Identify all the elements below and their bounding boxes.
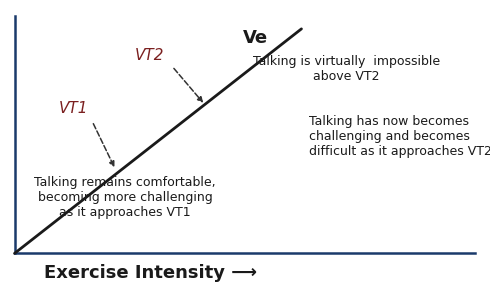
Text: VT2: VT2 [134, 48, 164, 63]
Text: Ve: Ve [243, 29, 268, 47]
Text: Talking has now becomes
challenging and becomes
difficult as it approaches VT2: Talking has now becomes challenging and … [309, 115, 490, 158]
Text: Talking remains comfortable,
becoming more challenging
as it approaches VT1: Talking remains comfortable, becoming mo… [34, 176, 216, 219]
Text: Talking is virtually  impossible
above VT2: Talking is virtually impossible above VT… [252, 55, 440, 83]
Text: Exercise Intensity ⟶: Exercise Intensity ⟶ [45, 264, 257, 282]
Text: VT1: VT1 [59, 101, 89, 116]
